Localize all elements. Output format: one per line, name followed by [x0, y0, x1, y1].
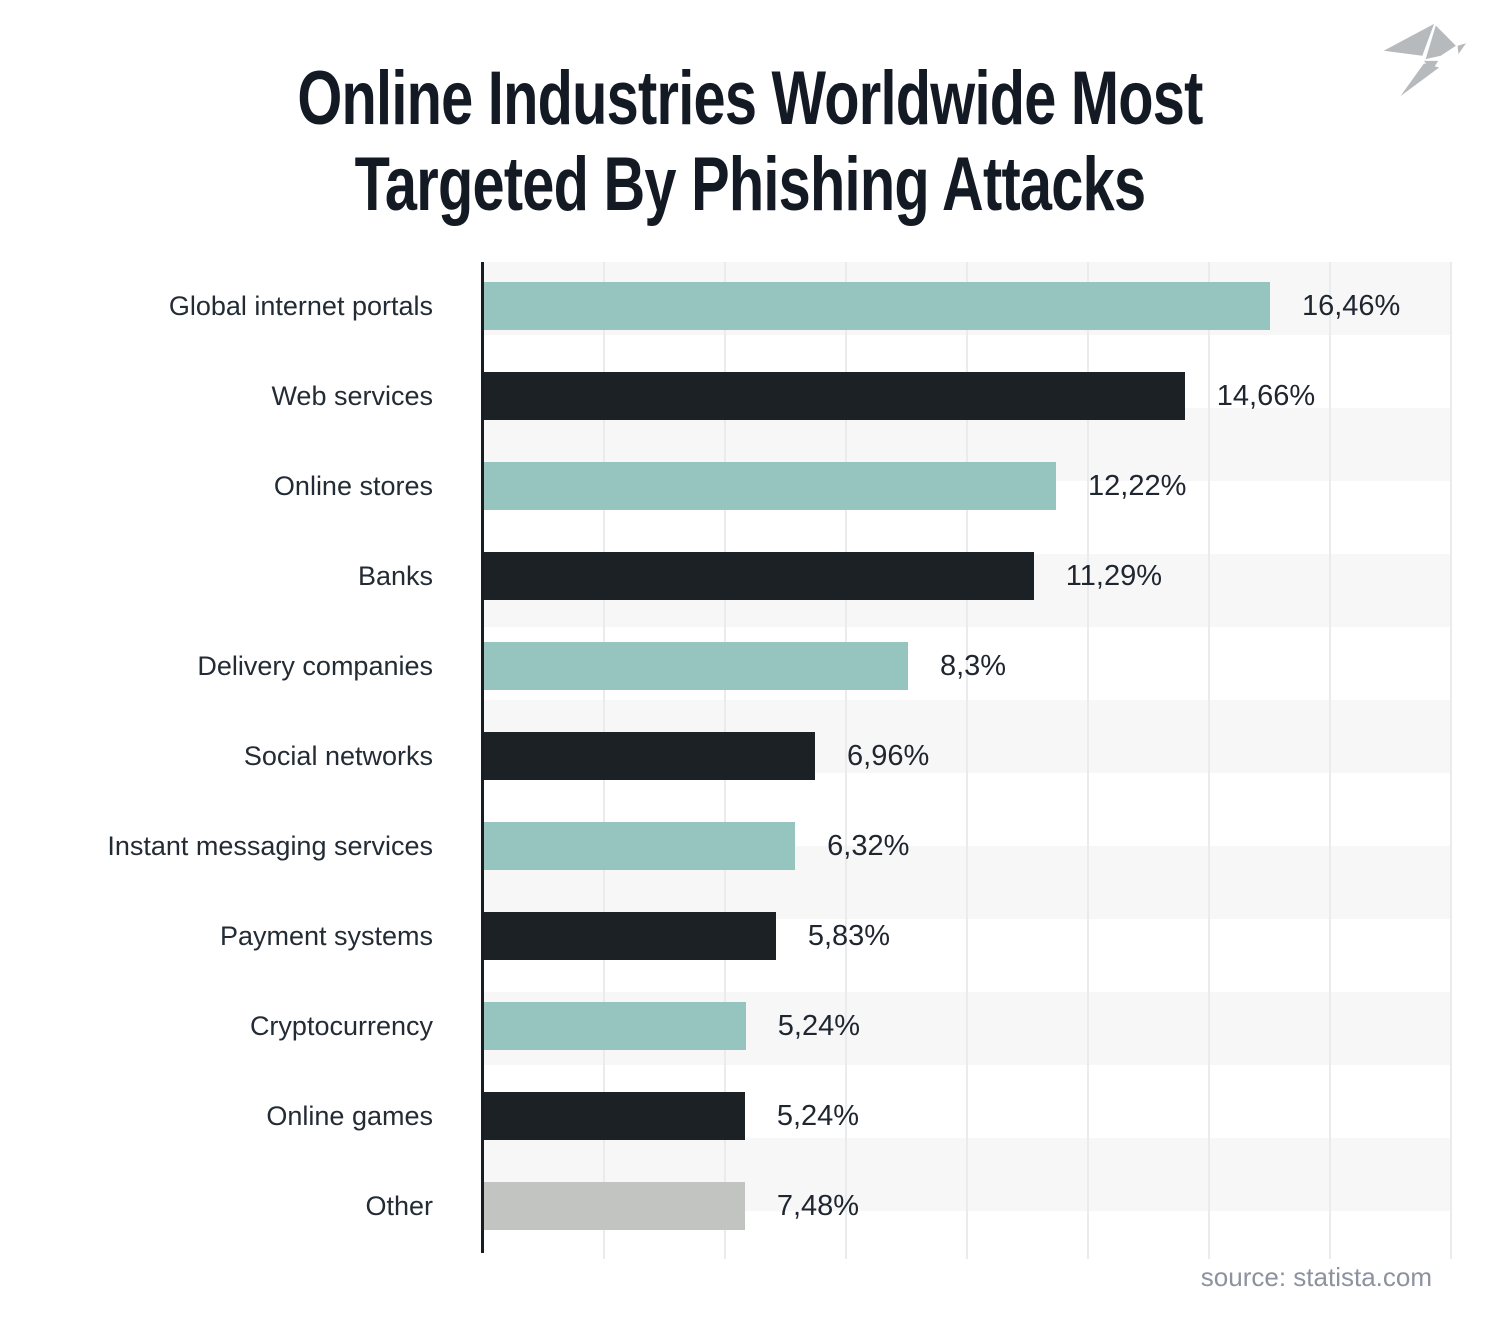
chart-title: Online Industries Worldwide Most Targete…	[180, 56, 1320, 228]
plot-area: 16,46% 14,66% 12,22% 11,29% 8,3% 6,96% 6,32% 5,…	[483, 262, 1452, 1259]
value-label: 8,3%	[939, 649, 1007, 682]
category-label: Banks	[357, 560, 433, 591]
value-label: 7,48%	[776, 1189, 860, 1222]
chart-title-line1: Online Industries Worldwide Most	[297, 56, 1203, 141]
gridline	[1087, 262, 1089, 1259]
category-label: Other	[365, 1190, 433, 1221]
value-label: 16,46%	[1301, 289, 1401, 322]
bar	[483, 1002, 746, 1050]
gridline	[1450, 262, 1452, 1259]
bar	[483, 282, 1270, 330]
bar	[483, 822, 796, 870]
value-label: 12,22%	[1088, 469, 1187, 502]
category-label: Online stores	[273, 470, 433, 501]
gridline	[966, 262, 968, 1259]
category-label: Instant messaging services	[107, 830, 433, 861]
value-label: 6,96%	[847, 739, 930, 772]
category-label: Cryptocurrency	[249, 1010, 433, 1041]
origami-bird-logo-icon	[1383, 23, 1466, 97]
bar	[483, 462, 1057, 510]
chart-title-line2: Targeted By Phishing Attacks	[354, 142, 1147, 227]
category-label: Web services	[271, 380, 433, 411]
value-label: 14,66%	[1216, 379, 1316, 412]
category-label: Delivery companies	[197, 650, 433, 681]
gridline	[845, 262, 847, 1259]
bar	[483, 912, 776, 960]
gridline	[1329, 262, 1331, 1259]
category-label: Payment systems	[219, 920, 433, 951]
gridline	[1208, 262, 1210, 1259]
source-credit: source: statista.com	[1200, 1262, 1432, 1292]
category-label: Social networks	[243, 740, 433, 771]
category-label: Global internet portals	[168, 290, 433, 321]
value-label: 5,24%	[777, 1009, 861, 1042]
y-axis-line	[481, 262, 484, 1253]
value-label: 6,32%	[827, 829, 910, 862]
value-label: 5,83%	[807, 919, 891, 952]
bar	[483, 642, 908, 690]
value-label: 11,29%	[1065, 559, 1162, 592]
value-label: 5,24%	[776, 1099, 860, 1132]
bar	[483, 732, 816, 780]
bar	[483, 372, 1185, 420]
bar	[483, 1182, 745, 1230]
bar	[483, 552, 1034, 600]
bar	[483, 1092, 745, 1140]
category-label: Online games	[266, 1100, 433, 1131]
